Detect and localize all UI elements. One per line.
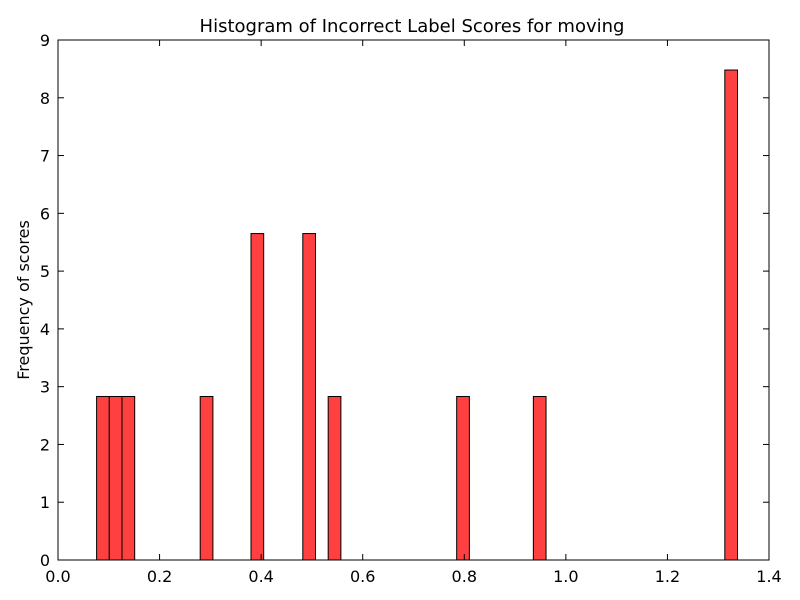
histogram-bar	[327, 395, 342, 561]
y-tick-label: 6	[40, 204, 50, 223]
x-tick-label: 1.4	[756, 567, 781, 586]
histogram-bar	[456, 395, 470, 561]
histogram-bar	[724, 69, 739, 561]
histogram-bar	[250, 233, 265, 561]
x-tick-label: 1.2	[655, 567, 680, 586]
y-tick-label: 5	[40, 262, 50, 281]
y-tick-label: 1	[40, 493, 50, 512]
histogram-bar	[108, 395, 123, 561]
y-tick-label: 2	[40, 435, 50, 454]
plot-frame	[57, 39, 770, 561]
y-tick-label: 9	[40, 31, 50, 50]
x-tick-label: 1.0	[553, 567, 578, 586]
histogram-bar	[121, 395, 136, 561]
x-tick-label: 0.4	[248, 567, 273, 586]
y-tick-label: 4	[40, 320, 50, 339]
y-tick-label: 3	[40, 378, 50, 397]
x-tick-label: 0.8	[452, 567, 477, 586]
bars-layer	[96, 69, 739, 561]
histogram-bar	[302, 233, 316, 561]
y-tick-label: 8	[40, 89, 50, 108]
x-tick-label: 0.2	[147, 567, 172, 586]
ticks-layer: 0.0 0.2 0.4 0.6 0.8 1.0 1.2 1.4 0 1 2 3 4 5 6 7 8 9	[40, 31, 782, 586]
y-tick-label: 7	[40, 147, 50, 166]
y-axis-label: Frequency of scores	[14, 220, 33, 380]
chart-title: Histogram of Incorrect Label Scores for …	[200, 16, 625, 37]
histogram-bar	[532, 395, 547, 561]
histogram-bar	[199, 395, 214, 561]
x-tick-label: 0.0	[45, 567, 70, 586]
y-tick-label: 0	[40, 551, 50, 570]
x-tick-label: 0.6	[350, 567, 375, 586]
histogram-bar	[96, 395, 110, 561]
